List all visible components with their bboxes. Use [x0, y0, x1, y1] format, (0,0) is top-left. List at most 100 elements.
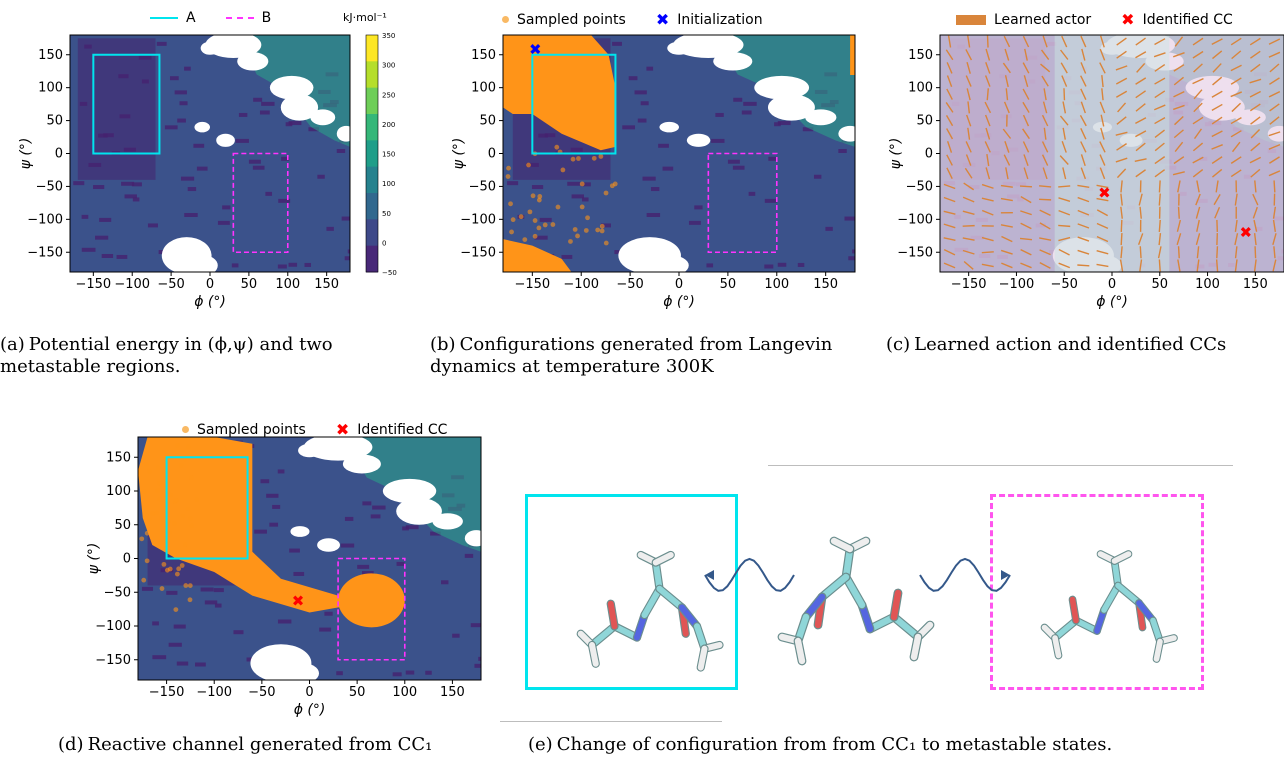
- actor-arrow: [984, 75, 991, 87]
- actor-arrow: [1004, 75, 1009, 88]
- actor-arrow: [967, 127, 971, 140]
- actor-arrow: [1174, 36, 1184, 47]
- region-b-box: [990, 494, 1204, 690]
- energy-cell: [233, 630, 244, 635]
- sampled-point: [555, 204, 561, 210]
- actor-arrow: [1273, 246, 1276, 259]
- energy-cell: [732, 165, 745, 170]
- actor-arrow: [1041, 154, 1049, 166]
- actor-arrow: [1058, 224, 1071, 228]
- energy-cell: [231, 263, 239, 268]
- actor-arrow: [945, 49, 954, 61]
- energy-cell: [561, 254, 573, 259]
- x-tick-label: −100: [114, 277, 150, 292]
- high-energy-patch: [194, 121, 211, 133]
- x-tick-label: 100: [275, 277, 300, 292]
- actor-arrow: [1080, 141, 1087, 153]
- sampled-point: [143, 512, 149, 518]
- energy-cell: [269, 522, 279, 527]
- sampled-point: [157, 496, 163, 502]
- colorbar-segment: [366, 140, 378, 168]
- sampled-point: [159, 586, 165, 591]
- actor-arrow: [1003, 35, 1011, 48]
- actor-arrow: [1000, 249, 1013, 255]
- plot-content: [70, 35, 350, 272]
- y-tick-label: −100: [95, 619, 131, 634]
- actor-arrow: [1173, 76, 1184, 86]
- energy-cell: [278, 198, 291, 203]
- actor-arrow: [947, 35, 952, 48]
- actor-arrow: [1193, 128, 1203, 140]
- energy-cell: [748, 191, 756, 196]
- energy-cell: [688, 220, 701, 225]
- energy-cell: [131, 182, 142, 187]
- x-tick-label: −100: [999, 277, 1035, 292]
- x-tick-label: 0: [1108, 277, 1116, 292]
- x-tick-label: 100: [392, 685, 417, 700]
- sampled-point: [172, 520, 177, 526]
- actor-arrow: [1115, 65, 1128, 71]
- high-energy-patch: [659, 121, 679, 133]
- sampled-point: [560, 167, 566, 173]
- actor-arrow: [962, 224, 975, 227]
- bond: [589, 642, 599, 667]
- actor-arrow: [965, 49, 973, 61]
- actor-arrow: [1059, 155, 1069, 165]
- legend-item-a: A: [150, 10, 196, 26]
- bond: [656, 585, 685, 611]
- actor-arrow: [1120, 233, 1123, 246]
- actor-arrow: [1002, 128, 1012, 139]
- actor-arrow: [1215, 180, 1219, 193]
- energy-cell: [658, 143, 669, 148]
- actor-arrow: [1020, 195, 1032, 204]
- x-tick-label: −150: [75, 277, 111, 292]
- sampled-point: [187, 597, 193, 603]
- sampled-point: [167, 530, 173, 536]
- actor-arrow: [963, 260, 974, 270]
- colorbar-frame: [365, 34, 379, 273]
- actor-arrow: [1096, 184, 1109, 189]
- energy-cell: [777, 121, 791, 126]
- energy-cell: [73, 181, 85, 186]
- actor-arrow: [1230, 37, 1242, 46]
- energy-cell: [187, 187, 197, 192]
- actor-arrow: [1173, 64, 1185, 72]
- actor-arrow: [1043, 88, 1047, 101]
- high-energy-patch: [336, 125, 350, 142]
- sampled-point: [575, 233, 580, 239]
- y-tick-label: −100: [897, 212, 933, 227]
- sampled-point: [189, 523, 195, 529]
- y-tick-label: 150: [38, 48, 63, 63]
- actor-arrow: [1099, 101, 1106, 114]
- energy-cell: [743, 101, 757, 106]
- actor-arrow: [1192, 37, 1204, 46]
- actor-arrow: [1077, 184, 1090, 189]
- actor-arrow: [964, 167, 973, 179]
- colorbar-tick-label: 50: [382, 210, 391, 218]
- high-energy-patch: [342, 454, 381, 474]
- energy-cell: [152, 621, 159, 626]
- x-tick-label: −100: [196, 685, 232, 700]
- actor-arrow: [1154, 169, 1166, 178]
- bond: [697, 645, 708, 671]
- bond: [652, 559, 663, 592]
- actor-arrow: [1080, 62, 1087, 74]
- actor-arrow: [1154, 90, 1166, 99]
- actor-arrow: [1120, 193, 1123, 206]
- actor-arrow: [1173, 129, 1184, 139]
- sampled-point: [143, 461, 149, 467]
- energy-cell: [825, 226, 833, 231]
- actor-arrow: [1060, 62, 1068, 74]
- energy-cell: [507, 181, 519, 186]
- actor-arrow: [1213, 194, 1221, 206]
- actor-arrow: [1080, 101, 1086, 114]
- sampled-point: [156, 480, 162, 486]
- high-energy-patch: [382, 478, 437, 504]
- actor-arrow: [1177, 259, 1181, 272]
- wavy-arrow-left-head: [705, 570, 714, 580]
- actor-arrow: [981, 197, 994, 202]
- high-energy-patch: [673, 35, 744, 59]
- energy-cell: [405, 525, 419, 530]
- wavy-arrow-right-head: [1001, 570, 1010, 580]
- plot-area: −150 −100 −50 0 50 100 150 −150 −100 −50 0 50 100 150…: [451, 34, 856, 310]
